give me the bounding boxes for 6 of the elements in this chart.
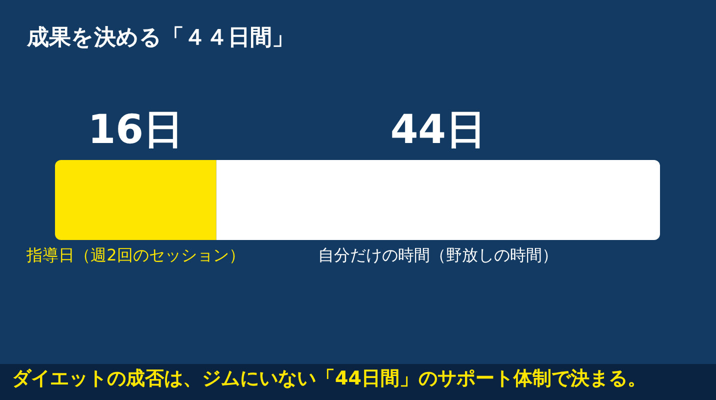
chart-title: 成果を決める「４４日間」 bbox=[26, 26, 294, 50]
data-label: 16日 bbox=[88, 107, 184, 153]
series-label: 自分だけの時間（野放しの時間） bbox=[318, 246, 558, 264]
series-label: 指導日（週2回のセッション） bbox=[26, 246, 245, 264]
text: ダイエットの成否は、ジムにいない「44日間」のサポート体制で決まる。 bbox=[12, 368, 646, 390]
data-label: 44日 bbox=[390, 107, 486, 153]
